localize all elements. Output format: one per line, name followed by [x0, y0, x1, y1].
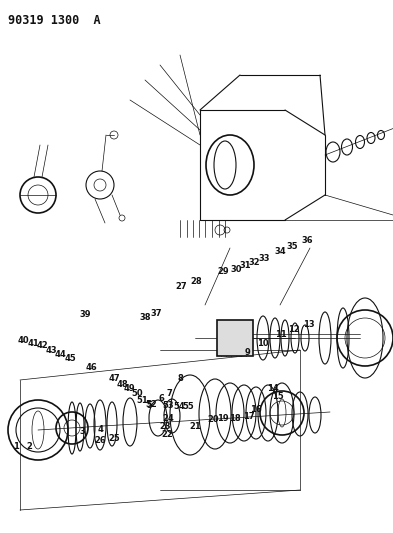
- Text: 39: 39: [80, 310, 92, 319]
- Text: 38: 38: [140, 313, 151, 321]
- Text: 30: 30: [230, 265, 242, 273]
- Text: 2: 2: [27, 442, 32, 451]
- Text: 44: 44: [55, 350, 67, 359]
- Text: 47: 47: [109, 374, 121, 383]
- Text: 6: 6: [158, 394, 164, 403]
- Text: 13: 13: [303, 320, 314, 328]
- Text: 37: 37: [151, 309, 162, 318]
- Text: 22: 22: [161, 430, 173, 439]
- Text: 45: 45: [64, 354, 76, 362]
- Text: 28: 28: [191, 277, 202, 286]
- Text: 41: 41: [28, 340, 39, 348]
- Text: 46: 46: [85, 364, 97, 372]
- Bar: [217, 320, 253, 356]
- Text: 35: 35: [287, 242, 299, 251]
- Text: 20: 20: [207, 415, 219, 424]
- Text: 12: 12: [288, 325, 300, 334]
- Text: 40: 40: [18, 336, 29, 344]
- Text: 43: 43: [45, 346, 57, 355]
- Text: 23: 23: [159, 422, 171, 431]
- Text: 27: 27: [175, 282, 187, 291]
- Text: 90319 1300  A: 90319 1300 A: [8, 14, 101, 27]
- Text: 8: 8: [178, 374, 184, 383]
- Text: 21: 21: [190, 422, 202, 431]
- Text: 19: 19: [217, 414, 229, 423]
- Text: 14: 14: [267, 384, 279, 392]
- Text: 25: 25: [108, 434, 120, 442]
- Text: 15: 15: [272, 392, 284, 400]
- Text: 54: 54: [173, 402, 185, 410]
- Text: 9: 9: [245, 349, 250, 357]
- Text: 42: 42: [37, 341, 48, 350]
- Text: 52: 52: [145, 400, 157, 408]
- Text: 24: 24: [162, 414, 174, 423]
- Text: 50: 50: [131, 389, 143, 398]
- Text: 5: 5: [147, 401, 152, 409]
- Text: 3: 3: [80, 427, 85, 436]
- Text: 1: 1: [13, 442, 18, 451]
- Text: 48: 48: [117, 381, 129, 389]
- Text: 55: 55: [183, 402, 195, 410]
- Text: 53: 53: [162, 401, 174, 409]
- Text: 11: 11: [275, 330, 287, 339]
- Text: 4: 4: [97, 425, 103, 433]
- Text: 10: 10: [257, 340, 269, 348]
- Text: 16: 16: [250, 405, 261, 414]
- Text: 17: 17: [243, 413, 255, 421]
- Text: 26: 26: [95, 437, 107, 445]
- Text: 7: 7: [166, 389, 172, 398]
- Text: 29: 29: [217, 268, 229, 276]
- Text: 49: 49: [124, 384, 136, 392]
- Text: 18: 18: [229, 414, 241, 423]
- Text: 36: 36: [301, 237, 313, 245]
- Text: 51: 51: [136, 397, 148, 405]
- Text: 32: 32: [249, 258, 261, 266]
- Text: 33: 33: [258, 254, 270, 263]
- Text: 31: 31: [240, 261, 252, 270]
- Text: 34: 34: [274, 247, 286, 256]
